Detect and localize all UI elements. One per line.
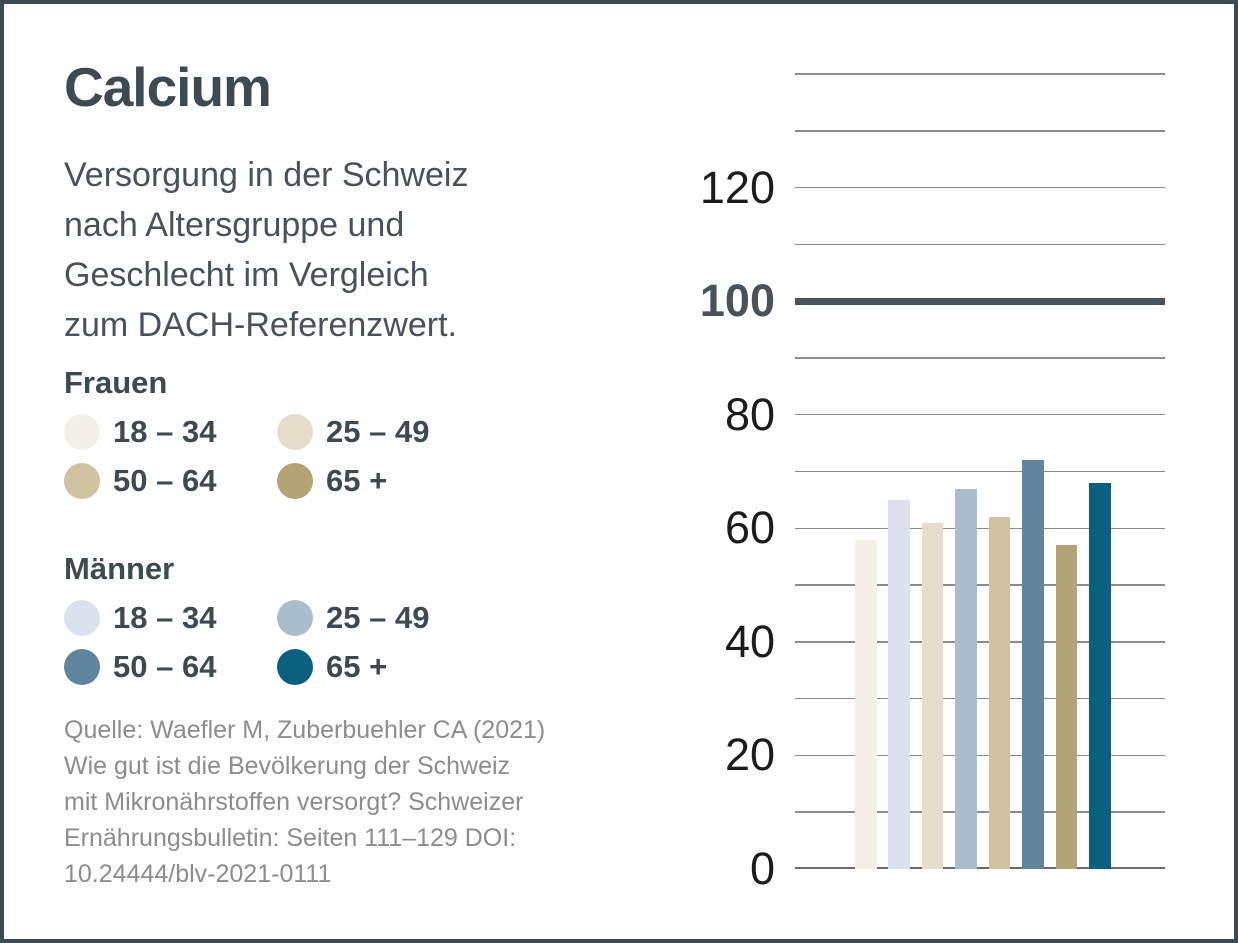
gridline bbox=[795, 641, 1165, 643]
legend-swatch-icon bbox=[277, 463, 313, 499]
bar-frauen-18-34 bbox=[855, 539, 877, 869]
legend-item-label: 25 – 49 bbox=[326, 600, 430, 635]
legend-item-label: 65 + bbox=[326, 649, 388, 684]
y-axis-label-40: 40 bbox=[724, 615, 775, 667]
source-citation-line: Ernährungsbulletin: Seiten 111–129 DOI: bbox=[64, 824, 517, 852]
source-citation-line: Quelle: Waefler M, Zuberbuehler CA (2021… bbox=[64, 716, 546, 744]
y-axis-label-20: 20 bbox=[724, 729, 775, 781]
y-axis-label-120: 120 bbox=[699, 161, 775, 213]
y-axis-label-80: 80 bbox=[724, 388, 775, 440]
legend-grid-frauen: 18 – 34 25 – 49 50 – 64 65 + bbox=[64, 414, 429, 499]
legend-item-frauen-18-34: 18 – 34 bbox=[64, 414, 277, 450]
legend-swatch-icon bbox=[64, 600, 100, 636]
chart-subtitle: Versorgung in der Schweiz nach Altersgrup… bbox=[64, 150, 468, 350]
page-title: Calcium bbox=[64, 56, 272, 118]
legend-item-label: 25 – 49 bbox=[326, 414, 430, 449]
legend-grid-maenner: 18 – 34 25 – 49 50 – 64 65 + bbox=[64, 600, 429, 685]
source-citation: Quelle: Waefler M, Zuberbuehler CA (2021… bbox=[64, 712, 545, 892]
legend-swatch-icon bbox=[277, 600, 313, 636]
gridline bbox=[795, 186, 1165, 189]
source-citation-line: 10.24444/blv-2021-0111 bbox=[64, 860, 332, 888]
gridline bbox=[795, 243, 1165, 246]
bar-frauen-25-49 bbox=[921, 522, 944, 869]
bar-m-nner-18-34 bbox=[888, 499, 910, 869]
gridline bbox=[795, 357, 1165, 359]
y-axis-label-100: 100 bbox=[699, 275, 775, 327]
chart-subtitle-line: Geschlecht im Vergleich bbox=[64, 256, 429, 294]
gridline bbox=[795, 413, 1165, 416]
gridline bbox=[795, 811, 1165, 813]
gridline bbox=[795, 527, 1165, 530]
legend-item-frauen-25-49: 25 – 49 bbox=[277, 414, 429, 450]
reference-line-100 bbox=[795, 297, 1165, 305]
source-citation-line: mit Mikronährstoffen versorgt? Schweizer bbox=[64, 788, 524, 816]
gridline bbox=[795, 584, 1165, 586]
legend-heading-maenner: Männer bbox=[64, 551, 175, 586]
chart-subtitle-line: zum DACH-Referenzwert. bbox=[64, 306, 457, 344]
gridline bbox=[795, 73, 1165, 75]
source-citation-line: Wie gut ist die Bevölkerung der Schweiz bbox=[64, 752, 511, 780]
x-axis-baseline bbox=[795, 867, 1165, 869]
bar-frauen-50-64 bbox=[988, 516, 1011, 869]
legend-heading-frauen: Frauen bbox=[64, 365, 168, 400]
legend-swatch-icon bbox=[277, 649, 313, 685]
legend-swatch-icon bbox=[64, 463, 100, 499]
y-axis-label-0: 0 bbox=[749, 843, 775, 894]
legend-item-m-nner-18-34: 18 – 34 bbox=[64, 600, 277, 636]
legend-item-label: 50 – 64 bbox=[113, 463, 217, 498]
legend-item-label: 18 – 34 bbox=[113, 600, 217, 635]
bar-chart-plot-area bbox=[795, 73, 1165, 869]
chart-subtitle-line: nach Altersgruppe und bbox=[64, 206, 405, 244]
bar-m-nner-25-49 bbox=[955, 488, 977, 869]
legend-item-frauen-50-64: 50 – 64 bbox=[64, 463, 277, 499]
gridline bbox=[795, 697, 1165, 700]
legend-item-m-nner-25-49: 25 – 49 bbox=[277, 600, 429, 636]
legend-item-m-nner-50-64: 50 – 64 bbox=[64, 649, 277, 685]
chart-subtitle-line: Versorgung in der Schweiz bbox=[64, 156, 469, 194]
legend-item-label: 18 – 34 bbox=[113, 414, 217, 449]
gridline bbox=[795, 130, 1165, 132]
legend-group-frauen: Frauen 18 – 34 25 – 49 50 – 64 65 + bbox=[64, 364, 429, 499]
legend-item-frauen-65: 65 + bbox=[277, 463, 429, 499]
legend-group-maenner: Männer 18 – 34 25 – 49 50 – 64 65 + bbox=[64, 550, 429, 685]
legend-item-label: 50 – 64 bbox=[113, 649, 217, 684]
legend-swatch-icon bbox=[64, 414, 100, 450]
legend-item-m-nner-65: 65 + bbox=[277, 649, 429, 685]
legend-item-label: 65 + bbox=[326, 463, 388, 498]
legend-swatch-icon bbox=[64, 649, 100, 685]
gridline bbox=[795, 470, 1165, 473]
gridline bbox=[795, 754, 1165, 757]
bar-m-nner-50-64 bbox=[1022, 460, 1044, 869]
y-axis-label-60: 60 bbox=[724, 502, 775, 554]
bar-frauen-65 bbox=[1055, 545, 1078, 869]
bar-m-nner-65 bbox=[1089, 482, 1111, 869]
legend-swatch-icon bbox=[277, 414, 313, 450]
